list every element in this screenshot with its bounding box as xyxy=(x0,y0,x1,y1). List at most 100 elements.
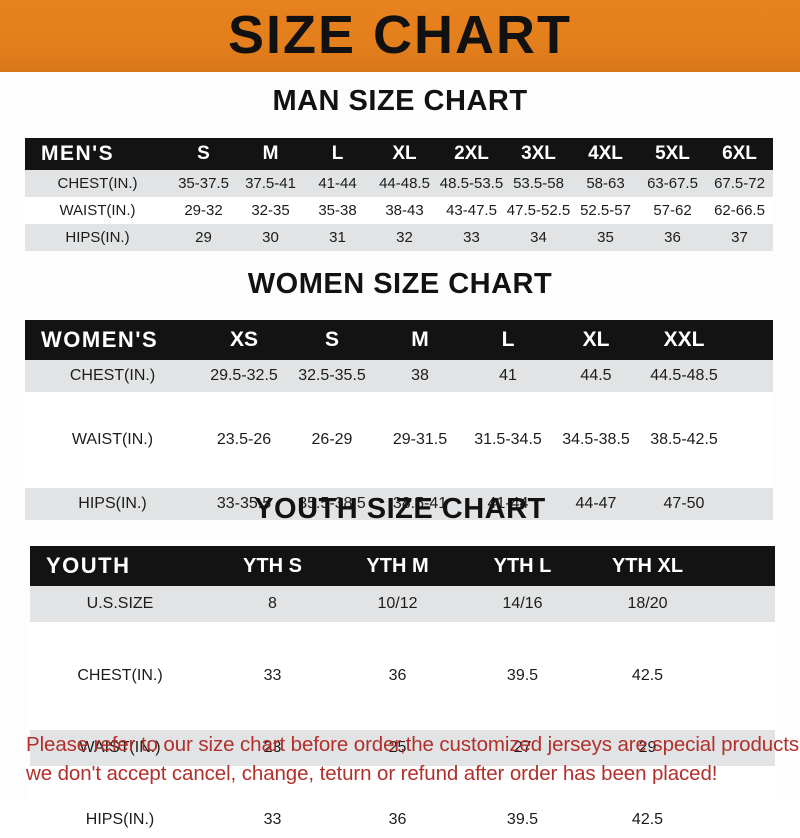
men-cell: 63-67.5 xyxy=(639,170,706,197)
men-cell: 41-44 xyxy=(304,170,371,197)
youth-cell: 10/12 xyxy=(335,586,460,622)
youth-cell: 33 xyxy=(210,802,335,838)
men-cell: 48.5-53.5 xyxy=(438,170,505,197)
men-cell: 32-35 xyxy=(237,197,304,224)
men-cell: 36 xyxy=(639,224,706,251)
table-row: HIPS(IN.) 29 30 31 32 33 34 35 36 37 xyxy=(25,224,773,251)
table-row: WAIST(IN.) 23 25 27 29 xyxy=(30,730,775,766)
women-row-label: HIPS(IN.) xyxy=(25,488,200,520)
men-cell: 67.5-72 xyxy=(706,170,773,197)
table-row: HIPS(IN.) 33 36 39.5 42.5 xyxy=(30,802,775,838)
men-col-header: M xyxy=(237,138,304,170)
men-row-label: WAIST(IN.) xyxy=(25,197,170,224)
youth-cell: 25 xyxy=(335,730,460,766)
men-col-header: 5XL xyxy=(639,138,706,170)
men-cell: 29 xyxy=(170,224,237,251)
women-col-header: M xyxy=(376,320,464,360)
men-cell: 47.5-52.5 xyxy=(505,197,572,224)
women-header-spacer xyxy=(728,320,773,360)
men-col-header: 3XL xyxy=(505,138,572,170)
men-cell: 58-63 xyxy=(572,170,639,197)
youth-cell: 23 xyxy=(210,730,335,766)
section-title-man: MAN SIZE CHART xyxy=(272,85,528,117)
men-cell: 53.5-58 xyxy=(505,170,572,197)
disclaimer-text: Please refer to our size chart before or… xyxy=(26,730,800,788)
youth-cell: 18/20 xyxy=(585,586,710,622)
women-cell-spacer xyxy=(728,424,773,456)
men-table-body: CHEST(IN.) 35-37.5 37.5-41 41-44 44-48.5… xyxy=(25,170,773,251)
men-cell: 38-43 xyxy=(371,197,438,224)
youth-cell: 14/16 xyxy=(460,586,585,622)
page-banner: SIZE CHART xyxy=(0,0,800,72)
youth-cell: 36 xyxy=(335,658,460,694)
men-cell: 35 xyxy=(572,224,639,251)
men-cell: 35-37.5 xyxy=(170,170,237,197)
row-separator xyxy=(30,694,775,730)
youth-cell: 42.5 xyxy=(585,802,710,838)
men-cell: 44-48.5 xyxy=(371,170,438,197)
women-cell: 44-47 xyxy=(552,488,640,520)
men-cell: 30 xyxy=(237,224,304,251)
women-cell: 31.5-34.5 xyxy=(464,424,552,456)
men-cell: 34 xyxy=(505,224,572,251)
row-separator xyxy=(25,392,773,424)
youth-cell: 27 xyxy=(460,730,585,766)
men-table-head: MEN'S S M L XL 2XL 3XL 4XL 5XL 6XL xyxy=(25,138,773,170)
youth-cell: 36 xyxy=(335,802,460,838)
table-row: CHEST(IN.) 33 36 39.5 42.5 xyxy=(30,658,775,694)
youth-cell-spacer xyxy=(710,802,775,838)
youth-header-spacer xyxy=(710,546,775,586)
youth-table-body: U.S.SIZE 8 10/12 14/16 18/20 CHEST(IN.) … xyxy=(30,586,775,838)
men-table: MEN'S S M L XL 2XL 3XL 4XL 5XL 6XL CHEST… xyxy=(25,138,773,251)
men-col-header: 4XL xyxy=(572,138,639,170)
men-cell: 37.5-41 xyxy=(237,170,304,197)
men-col-header: L xyxy=(304,138,371,170)
women-cell-spacer xyxy=(728,488,773,520)
youth-cell: 29 xyxy=(585,730,710,766)
table-row: WAIST(IN.) 23.5-26 26-29 29-31.5 31.5-34… xyxy=(25,424,773,456)
women-cell: 41 xyxy=(464,360,552,392)
disclaimer-line-1: Please refer to our size chart before or… xyxy=(26,733,800,756)
women-table: WOMEN'S XS S M L XL XXL CHEST(IN.) 29.5-… xyxy=(25,320,773,520)
men-col-header: 6XL xyxy=(706,138,773,170)
table-row: U.S.SIZE 8 10/12 14/16 18/20 xyxy=(30,586,775,622)
youth-table-head: YOUTH YTH S YTH M YTH L YTH XL xyxy=(30,546,775,586)
women-cell-spacer xyxy=(728,360,773,392)
youth-cell: 39.5 xyxy=(460,658,585,694)
section-title-women: WOMEN SIZE CHART xyxy=(247,268,553,300)
youth-cell: 39.5 xyxy=(460,802,585,838)
men-col-header: 2XL xyxy=(438,138,505,170)
women-cell: 32.5-35.5 xyxy=(288,360,376,392)
men-cell: 57-62 xyxy=(639,197,706,224)
women-col-header: S xyxy=(288,320,376,360)
women-col-header: XXL xyxy=(640,320,728,360)
women-cell: 38.5-41 xyxy=(376,488,464,520)
youth-cell-spacer xyxy=(710,730,775,766)
women-table-body: CHEST(IN.) 29.5-32.5 32.5-35.5 38 41 44.… xyxy=(25,360,773,520)
women-cell: 47-50 xyxy=(640,488,728,520)
page-title: SIZE CHART xyxy=(228,5,572,65)
youth-size-table: YOUTH YTH S YTH M YTH L YTH XL U.S.SIZE … xyxy=(30,546,775,838)
women-cell: 38.5-42.5 xyxy=(640,424,728,456)
disclaimer-line-2: we don't accept cancel, change, teturn o… xyxy=(26,762,718,785)
women-header-row: WOMEN'S XS S M L XL XXL xyxy=(25,320,773,360)
youth-table: YOUTH YTH S YTH M YTH L YTH XL U.S.SIZE … xyxy=(30,546,775,838)
women-cell: 38 xyxy=(376,360,464,392)
women-cell: 44.5-48.5 xyxy=(640,360,728,392)
men-col-header: XL xyxy=(371,138,438,170)
youth-cell: 8 xyxy=(210,586,335,622)
youth-cell: 33 xyxy=(210,658,335,694)
women-cell: 34.5-38.5 xyxy=(552,424,640,456)
women-cell: 26-29 xyxy=(288,424,376,456)
women-col-header: XS xyxy=(200,320,288,360)
youth-row-label: U.S.SIZE xyxy=(30,586,210,622)
youth-col-header: YTH XL xyxy=(585,546,710,586)
men-size-table: MEN'S S M L XL 2XL 3XL 4XL 5XL 6XL CHEST… xyxy=(25,138,773,251)
men-cell: 33 xyxy=(438,224,505,251)
youth-header-row: YOUTH YTH S YTH M YTH L YTH XL xyxy=(30,546,775,586)
women-col-header: L xyxy=(464,320,552,360)
youth-col-header: YTH S xyxy=(210,546,335,586)
youth-col-header: YTH M xyxy=(335,546,460,586)
women-cell: 44.5 xyxy=(552,360,640,392)
